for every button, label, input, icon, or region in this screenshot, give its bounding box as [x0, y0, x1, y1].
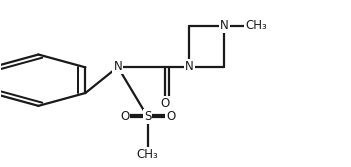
Text: N: N [185, 60, 194, 73]
Text: N: N [220, 19, 229, 32]
Text: O: O [120, 110, 130, 123]
Text: CH₃: CH₃ [245, 19, 267, 32]
Text: N: N [113, 60, 122, 73]
Text: O: O [166, 110, 176, 123]
Text: CH₃: CH₃ [137, 148, 158, 161]
Text: S: S [144, 110, 151, 123]
Text: O: O [160, 97, 170, 110]
